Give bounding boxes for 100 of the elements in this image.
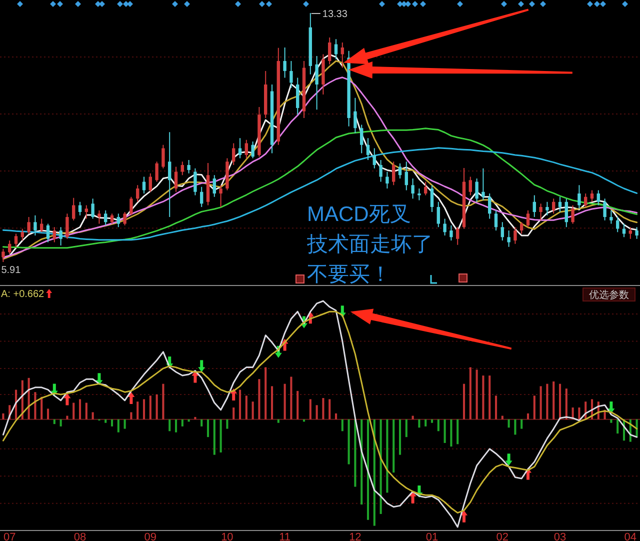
annotation: MACD死叉 <box>307 203 411 226</box>
bar <box>245 396 248 420</box>
bar <box>341 419 344 432</box>
bar <box>488 376 491 420</box>
x-tick-label: 09 <box>144 532 157 541</box>
annotation: 技术面走坏了 <box>306 233 433 256</box>
bar <box>213 419 216 455</box>
bar <box>616 419 619 434</box>
annotation: 优选参数 <box>589 289 629 301</box>
bar <box>60 419 62 426</box>
bar <box>316 405 318 420</box>
bar <box>136 402 139 420</box>
bar <box>162 384 164 420</box>
bar <box>194 416 196 420</box>
x-tick-label: 08 <box>74 532 86 541</box>
bar <box>552 381 555 420</box>
bar <box>373 419 376 526</box>
bar <box>92 412 94 420</box>
x-tick-label: 12 <box>349 532 362 541</box>
bar <box>514 419 516 435</box>
bar <box>252 402 254 420</box>
bar <box>366 419 370 520</box>
bar <box>482 376 484 420</box>
bar <box>2 413 4 420</box>
bar <box>104 419 107 423</box>
bar <box>540 386 542 420</box>
x-tick-label: 07 <box>3 532 16 541</box>
bar <box>392 419 395 473</box>
bar <box>130 412 132 420</box>
candlestick <box>482 168 485 200</box>
bar <box>322 398 324 420</box>
bar <box>348 419 350 464</box>
bar <box>501 416 504 420</box>
bar <box>462 384 466 420</box>
bar <box>309 399 312 420</box>
bar <box>494 396 498 420</box>
bar <box>78 399 82 420</box>
bar <box>398 419 402 455</box>
bar <box>565 388 568 420</box>
bar <box>124 419 126 429</box>
bar <box>430 419 434 423</box>
bar <box>156 394 158 420</box>
bar <box>53 419 56 424</box>
bar <box>296 390 299 420</box>
x-tick-label: 01 <box>426 532 438 541</box>
bar <box>456 419 459 444</box>
bar <box>206 419 210 438</box>
bar <box>380 419 382 514</box>
text: 5.91 <box>1 265 22 276</box>
bar <box>232 407 235 420</box>
bar <box>238 390 242 420</box>
bar <box>450 419 452 447</box>
bar <box>520 419 523 429</box>
bar <box>277 419 280 423</box>
candlestick <box>219 185 222 207</box>
bar <box>546 384 548 420</box>
bar <box>181 419 184 426</box>
bar <box>142 399 146 420</box>
bar <box>66 416 68 420</box>
x-tick-label: 03 <box>554 532 566 541</box>
bar <box>110 419 114 426</box>
x-tick-label: 11 <box>279 532 291 541</box>
annotation: 13.33 <box>322 9 348 20</box>
bar <box>469 367 472 420</box>
bar <box>533 396 536 420</box>
bar <box>508 419 510 428</box>
bar <box>284 384 286 420</box>
bar <box>264 367 267 420</box>
bar <box>444 419 446 443</box>
bar <box>149 396 152 420</box>
candlestick <box>610 210 613 224</box>
x-tick-label: 10 <box>221 532 234 541</box>
bar <box>610 419 612 423</box>
x-tick-label: 02 <box>496 532 509 541</box>
bar <box>558 384 562 420</box>
bar <box>418 419 420 428</box>
bar <box>72 402 75 420</box>
bar <box>476 370 478 420</box>
bar <box>328 399 331 420</box>
candlestick <box>418 188 421 200</box>
bar <box>85 402 88 420</box>
bar <box>40 396 43 420</box>
x-tick-label: 04 <box>624 532 637 541</box>
text: 不要买！ <box>307 263 391 286</box>
bar <box>168 419 171 432</box>
candlestick <box>98 210 101 224</box>
bar <box>437 419 440 432</box>
bar <box>117 419 120 432</box>
bar <box>290 376 292 420</box>
bar <box>46 408 50 420</box>
bar <box>226 419 228 429</box>
bar <box>34 392 36 420</box>
bar <box>526 413 530 420</box>
bar <box>386 419 388 493</box>
bar <box>258 379 260 420</box>
candlestick <box>546 202 549 216</box>
candlestick <box>2 248 5 262</box>
bar <box>174 419 178 432</box>
bar <box>334 413 338 420</box>
bar <box>220 419 222 452</box>
